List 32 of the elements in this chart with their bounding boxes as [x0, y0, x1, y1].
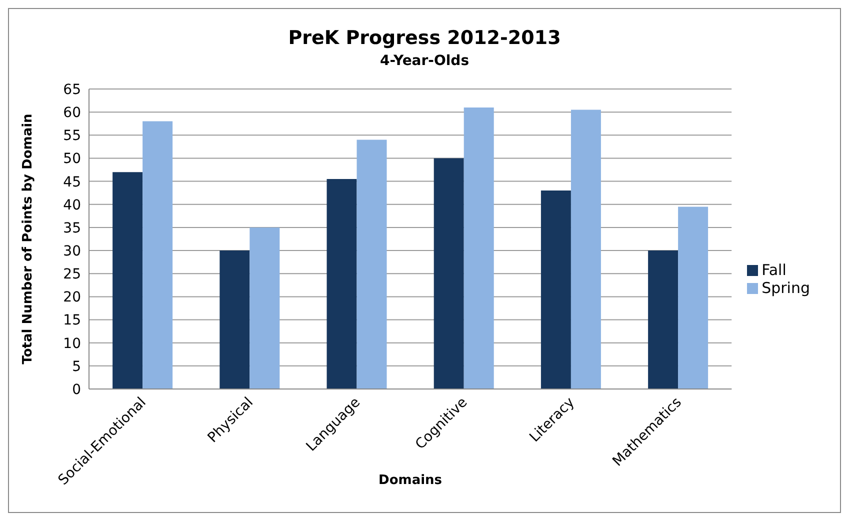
bar	[250, 227, 280, 389]
legend-label: Fall	[762, 261, 786, 279]
bar	[142, 121, 173, 389]
bar	[326, 179, 357, 389]
y-tick-label: 25	[63, 266, 81, 283]
y-tick-label: 65	[63, 82, 81, 98]
y-tick-label: 5	[72, 358, 81, 375]
y-tick-label: 0	[72, 382, 81, 398]
bar	[356, 140, 387, 389]
y-axis-title: Total Number of Points by Domain	[20, 114, 36, 364]
y-tick-label: 60	[63, 105, 81, 122]
y-tick-label: 45	[63, 174, 81, 190]
bar	[112, 172, 143, 389]
y-tick-label: 30	[63, 244, 81, 260]
y-tick-label: 40	[63, 197, 81, 214]
y-tick-label: 20	[63, 290, 81, 306]
bar	[540, 190, 571, 389]
y-tick-label: 50	[63, 151, 81, 168]
bar	[464, 107, 494, 389]
legend-label: Spring	[762, 279, 810, 297]
bar	[434, 158, 464, 389]
y-tick-label: 55	[63, 128, 81, 144]
bar	[678, 206, 708, 389]
y-tick-label: 15	[63, 312, 81, 329]
bar	[648, 250, 678, 389]
y-tick-label: 10	[63, 336, 81, 352]
chart-title: PreK Progress 2012-2013	[287, 27, 562, 49]
y-tick-label: 35	[63, 220, 81, 236]
bar	[220, 250, 250, 389]
bar	[570, 110, 601, 389]
x-axis-title: Domains	[378, 473, 442, 488]
chart-subtitle: 4-Year-Olds	[378, 53, 470, 69]
